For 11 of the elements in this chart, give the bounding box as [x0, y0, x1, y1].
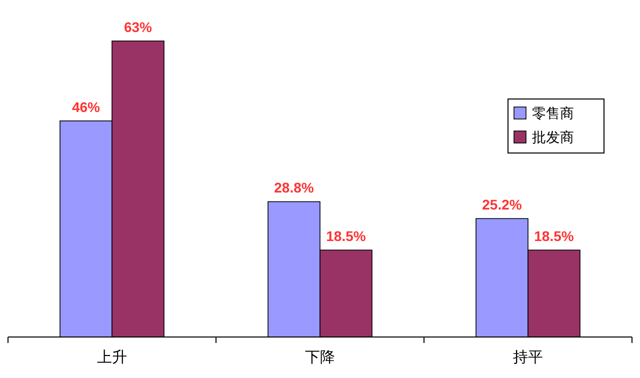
x-tick-label: 上升	[97, 348, 127, 366]
data-label: 25.2%	[482, 196, 522, 213]
x-tick-label: 下降	[305, 348, 335, 366]
data-label: 63%	[124, 19, 153, 35]
data-label: 18.5%	[326, 228, 366, 244]
legend-label: 零售商	[532, 106, 574, 122]
data-label: 28.8%	[274, 180, 314, 196]
data-label: 18.5%	[534, 228, 574, 244]
data-label: 46%	[72, 98, 101, 115]
legend-label: 批发商	[532, 130, 574, 146]
x-tick-label: 持平	[513, 348, 543, 366]
